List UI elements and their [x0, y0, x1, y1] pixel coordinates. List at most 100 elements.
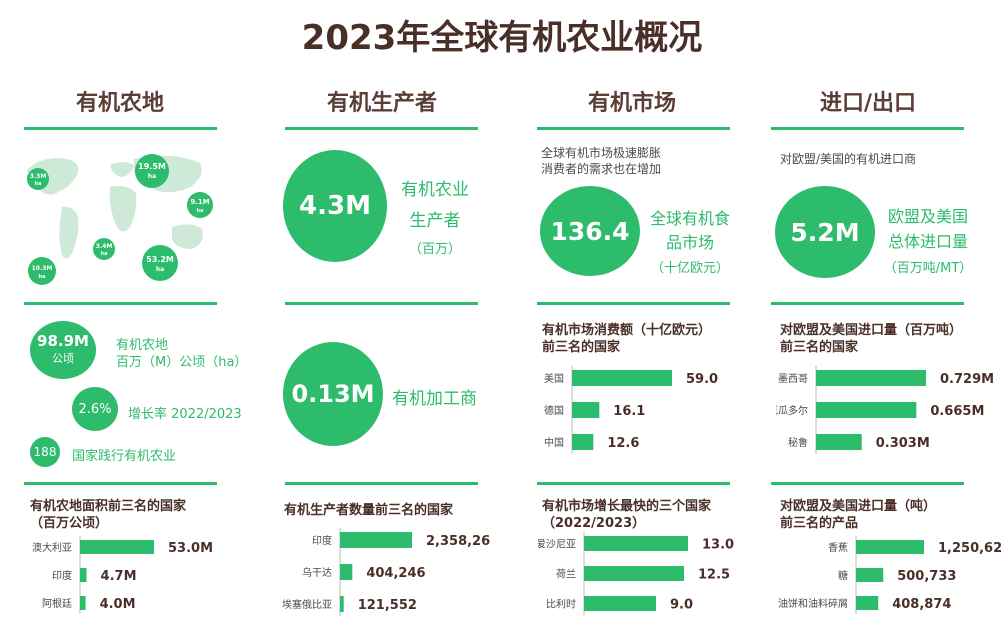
map-bubble-unit: ha — [156, 266, 164, 273]
chart-value-label: 0.665M — [930, 404, 984, 419]
page-title: 2023年全球有机农业概况 — [301, 18, 703, 58]
chart-value-label: 13.0 — [702, 538, 734, 553]
market-label-2: 品市场 — [665, 233, 714, 252]
divider — [285, 482, 478, 485]
chart-category-label: 荷兰 — [556, 568, 576, 581]
chart-category-label: 糖 — [838, 569, 848, 582]
map-bubble — [27, 168, 49, 190]
map-bubble — [135, 154, 169, 188]
divider — [24, 482, 217, 485]
chart-bar — [340, 564, 353, 580]
africa-shape — [109, 185, 137, 232]
producers-unit: （百万） — [408, 242, 461, 257]
chart-category-label: 澳大利亚 — [32, 541, 72, 554]
map-bubble-unit: ha — [35, 181, 42, 187]
processors-value: 0.13M — [291, 380, 375, 408]
trade-intro: 对欧盟/美国的有机进口商 — [780, 152, 917, 166]
map-bubble-unit: ha — [148, 173, 156, 180]
chart-value-label: 404,246 — [366, 566, 425, 581]
trade-value: 5.2M — [790, 217, 860, 247]
map-bubble — [93, 238, 115, 260]
chart-category-label: 印度 — [312, 534, 332, 547]
chart-category-label: 香蕉 — [828, 542, 848, 554]
chart-category-label: 油饼和油料碎屑 — [778, 597, 848, 610]
chart-category-label: 爱沙尼亚 — [538, 538, 576, 551]
chart-title: （2022/2023） — [542, 515, 645, 531]
chart-value-label: 59.0 — [686, 372, 718, 387]
divider — [285, 302, 478, 305]
column-header-trade: 进口/出口 — [819, 91, 917, 116]
map-bubble-unit: ha — [101, 251, 108, 257]
chart-category-label: 美国 — [544, 372, 564, 385]
chart-bar — [80, 540, 154, 554]
processors-circle: 0.13M — [283, 342, 383, 446]
market-unit: （十亿欧元） — [650, 261, 729, 276]
producers-value: 4.3M — [299, 191, 371, 221]
chart-bar — [340, 532, 412, 548]
trade-unit: （百万吨/MT） — [883, 261, 973, 276]
chart-bar — [856, 568, 884, 582]
growth-rate-value: 2.6% — [78, 401, 112, 417]
map-bubble-value: 3.4M — [96, 243, 113, 250]
column-header-land: 有机农地 — [75, 91, 164, 116]
land-area-value: 98.9M — [37, 332, 89, 350]
chart-category-label: 中国 — [544, 436, 564, 449]
market-label: 全球有机食 — [649, 209, 730, 228]
chart-bar — [816, 402, 917, 418]
divider — [537, 127, 730, 130]
divider — [285, 127, 478, 130]
chart-bar — [572, 402, 600, 418]
chart-bar — [856, 540, 924, 554]
chart-category-label: 墨西哥 — [778, 373, 808, 385]
market-intro-1: 全球有机市场极速膨胀 — [541, 146, 662, 160]
chart-bar — [816, 434, 862, 450]
growth-rate-label: 增长率 2022/2023 — [128, 407, 242, 422]
chart-value-label: 16.1 — [613, 404, 645, 419]
divider — [537, 482, 730, 485]
map-bubble-unit: ha — [197, 208, 204, 214]
chart-title: 对欧盟及美国进口量（百万吨） — [780, 322, 962, 338]
map-bubble — [28, 257, 56, 285]
chart-title: 有机市场增长最快的三个国家 — [542, 498, 712, 514]
chart-value-label: 9.0 — [670, 598, 693, 613]
land-area-unit: 公顷 — [52, 352, 74, 365]
growth-rate-circle: 2.6% — [72, 387, 118, 431]
column-header-producers: 有机生产者 — [326, 91, 437, 116]
processors-label: 有机加工商 — [392, 389, 477, 409]
chart-value-label: 4.7M — [101, 569, 137, 584]
producers-circle: 4.3M — [283, 150, 387, 262]
map-bubble — [187, 192, 213, 218]
market-circle: 136.4 — [540, 186, 640, 276]
map-bubble-value: 3.3M — [30, 173, 47, 180]
chart-value-label: 2,358,267 — [426, 534, 490, 549]
chart-value-label: 408,874 — [892, 597, 951, 612]
chart-value-label: 1,250,628 — [938, 541, 1002, 556]
countries-value: 188 — [33, 445, 57, 459]
countries-circle: 188 — [30, 437, 60, 467]
chart-category-label: 比利时 — [546, 599, 576, 611]
land-countries-chart: 有机农地面积前三名的国家（百万公顷） 澳大利亚 53.0M 印度 4.7M 阿根廷 4.0M — [30, 498, 213, 614]
divider — [24, 302, 217, 305]
market-value: 136.4 — [550, 216, 630, 246]
trade-circle: 5.2M — [775, 186, 875, 278]
divider — [24, 127, 217, 130]
divider — [537, 302, 730, 305]
divider — [771, 482, 964, 485]
chart-value-label: 4.0M — [100, 597, 136, 612]
producers-label-2: 生产者 — [409, 211, 461, 231]
chart-title: 有机生产者数量前三名的国家 — [284, 502, 454, 518]
trade-label-2: 总体进口量 — [887, 232, 968, 251]
chart-bar — [816, 370, 926, 386]
map-bubble-unit: ha — [39, 274, 46, 280]
countries-label: 国家践行有机农业 — [72, 449, 177, 464]
chart-value-label: 500,733 — [897, 569, 956, 584]
chart-value-label: 0.729M — [940, 372, 994, 387]
land-area-circle: 98.9M 公顷 — [30, 321, 96, 379]
market-intro-2: 消费者的需求也在增加 — [541, 162, 662, 176]
chart-bar — [340, 596, 344, 612]
chart-category-label: 秘鲁 — [788, 436, 808, 449]
column-header-market: 有机市场 — [587, 91, 676, 116]
divider — [771, 302, 964, 305]
